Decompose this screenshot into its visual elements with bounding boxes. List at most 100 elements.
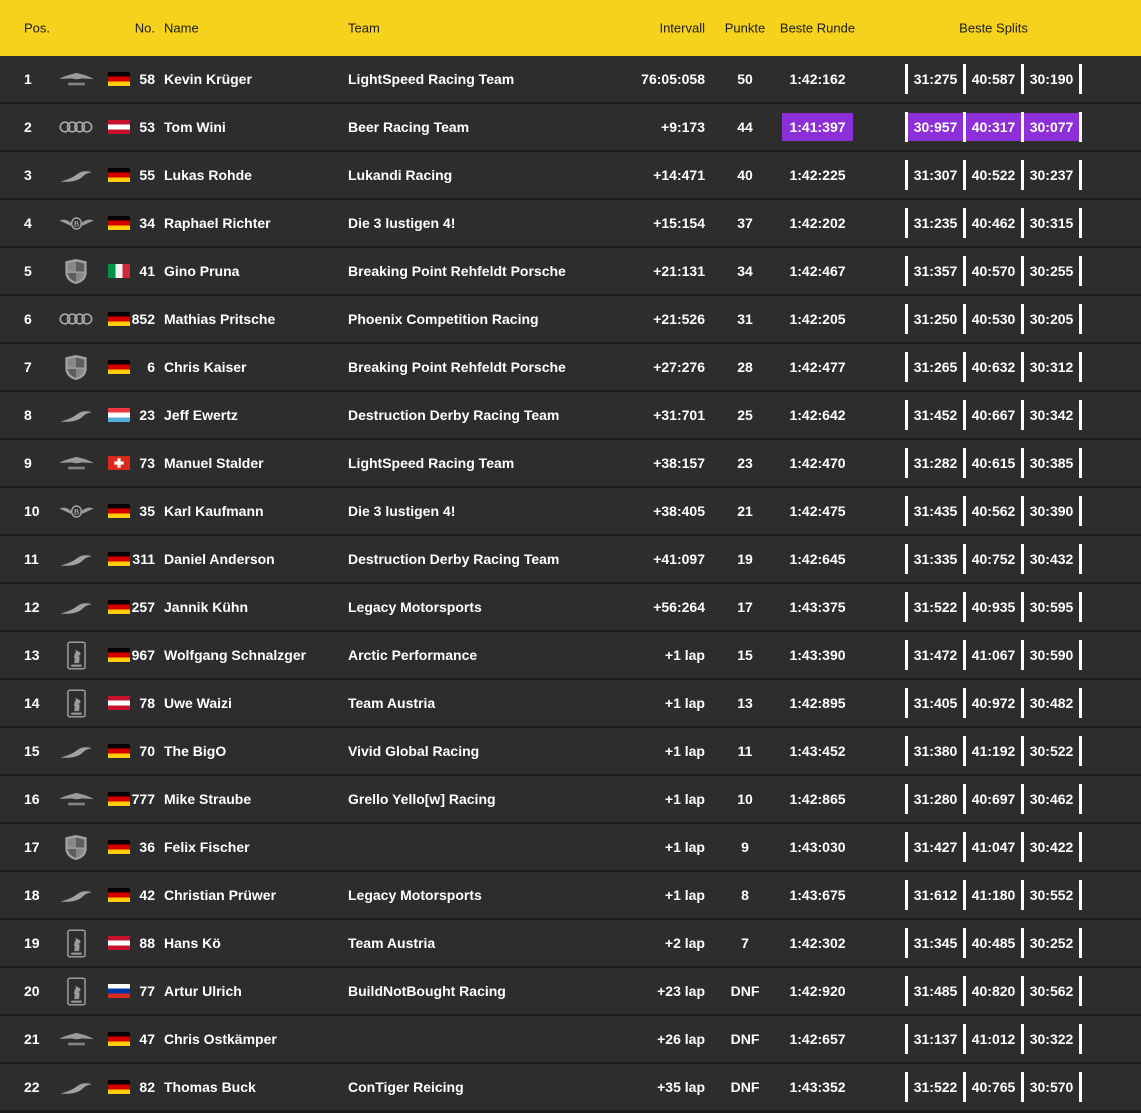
split-separator-bar — [1021, 112, 1024, 142]
car-number: 42 — [139, 887, 155, 903]
table-row[interactable]: 22 82 Thomas Buck ConTiger Reicing +35 l… — [0, 1064, 1141, 1110]
split-time: 31:452 — [913, 407, 958, 423]
header-pos: Pos. — [24, 20, 51, 36]
split-separator-bar — [905, 880, 908, 910]
split-time: 30:570 — [1029, 1079, 1074, 1095]
best-splits-cell: 31:335 40:752 30:432 — [905, 536, 1082, 582]
aston-martin-logo-icon — [52, 440, 100, 486]
split-separator-bar — [1079, 640, 1082, 670]
driver-name: Raphael Richter — [164, 215, 271, 231]
car-number: 34 — [139, 215, 155, 231]
table-row[interactable]: 12 257 Jannik Kühn Legacy Motorsports +5… — [0, 584, 1141, 630]
best-lap-cell: 1:43:375 — [777, 599, 858, 615]
german-flag-icon — [108, 744, 130, 758]
split-time: 30:252 — [1029, 935, 1074, 951]
bentley-logo-icon: B — [52, 488, 100, 534]
split-time: 30:342 — [1029, 407, 1074, 423]
table-row[interactable]: 15 70 The BigO Vivid Global Racing +1 la… — [0, 728, 1141, 774]
table-row[interactable]: 8 23 Jeff Ewertz Destruction Derby Racin… — [0, 392, 1141, 438]
best-lap-time: 1:41:397 — [782, 113, 853, 141]
table-row[interactable]: 4 B 34 Raphael Richter Die 3 lustigen 4!… — [0, 200, 1141, 246]
split-separator-bar — [963, 1024, 966, 1054]
team-name: Die 3 lustigen 4! — [348, 503, 456, 519]
table-row[interactable]: 13 967 Wolfgang Schnalzger Arctic Perfor… — [0, 632, 1141, 678]
table-row[interactable]: 19 88 Hans Kö Team Austria +2 lap 7 1:42… — [0, 920, 1141, 966]
german-flag-icon — [108, 504, 130, 518]
aston-martin-logo-icon — [52, 56, 100, 102]
table-row[interactable]: 18 42 Christian Prüwer Legacy Motorsport… — [0, 872, 1141, 918]
interval-time: +1 lap — [664, 887, 705, 903]
table-row[interactable]: 16 777 Mike Straube Grello Yello[w] Raci… — [0, 776, 1141, 822]
interval-time: +23 lap — [657, 983, 705, 999]
driver-name: Lukas Rohde — [164, 167, 252, 183]
driver-name: Mike Straube — [164, 791, 252, 807]
driver-name: Christian Prüwer — [164, 887, 277, 903]
table-row[interactable]: 6 852 Mathias Pritsche Phoenix Competiti… — [0, 296, 1141, 342]
split-time: 31:485 — [913, 983, 958, 999]
interval-time: +41:097 — [653, 551, 705, 567]
best-lap-time: 1:42:657 — [789, 1031, 846, 1047]
ferrari-logo-icon — [52, 920, 100, 966]
table-row[interactable]: 17 36 Felix Fischer +1 lap 9 1:43:030 31… — [0, 824, 1141, 870]
best-lap-time: 1:42:225 — [789, 167, 846, 183]
split-time: 41:067 — [971, 647, 1016, 663]
team-name: Die 3 lustigen 4! — [348, 215, 456, 231]
car-number: 257 — [131, 599, 155, 615]
car-number: 6 — [147, 359, 155, 375]
split-time: 40:522 — [971, 167, 1016, 183]
interval-time: 76:05:058 — [641, 71, 705, 87]
car-number: 23 — [139, 407, 155, 423]
table-row[interactable]: 1 58 Kevin Krüger LightSpeed Racing Team… — [0, 56, 1141, 102]
table-row[interactable]: 3 55 Lukas Rohde Lukandi Racing +14:471 … — [0, 152, 1141, 198]
german-flag-icon — [108, 552, 130, 566]
header-interval: Intervall — [659, 20, 705, 36]
header-team: Team — [348, 20, 380, 36]
position-number: 11 — [24, 551, 39, 567]
split-separator-bar — [963, 976, 966, 1006]
table-row[interactable]: 5 41 Gino Pruna Breaking Point Rehfeldt … — [0, 248, 1141, 294]
split-time: 40:765 — [971, 1079, 1016, 1095]
best-lap-time: 1:42:467 — [789, 263, 846, 279]
split-time: 40:570 — [971, 263, 1016, 279]
points-value: 10 — [737, 791, 753, 807]
split-time: 30:422 — [1029, 839, 1074, 855]
split-separator-bar — [1021, 304, 1024, 334]
table-row[interactable]: 21 47 Chris Ostkämper +26 lap DNF 1:42:6… — [0, 1016, 1141, 1062]
split-time: 31:137 — [913, 1031, 958, 1047]
table-row[interactable]: 7 6 Chris Kaiser Breaking Point Rehfeldt… — [0, 344, 1141, 390]
split-time: 30:315 — [1029, 215, 1074, 231]
split-time: 31:357 — [913, 263, 958, 279]
best-lap-cell: 1:42:475 — [777, 503, 858, 519]
split-separator-bar — [1021, 1072, 1024, 1102]
table-row[interactable]: 10 B 35 Karl Kaufmann Die 3 lustigen 4! … — [0, 488, 1141, 534]
table-row[interactable]: 20 77 Artur Ulrich BuildNotBought Racing… — [0, 968, 1141, 1014]
split-separator-bar — [963, 736, 966, 766]
best-lap-time: 1:42:895 — [789, 695, 846, 711]
driver-name: Felix Fischer — [164, 839, 250, 855]
split-separator-bar — [963, 832, 966, 862]
car-number: 35 — [139, 503, 155, 519]
driver-name: Artur Ulrich — [164, 983, 242, 999]
split-separator-bar — [905, 976, 908, 1006]
table-row[interactable]: 9 73 Manuel Stalder LightSpeed Racing Te… — [0, 440, 1141, 486]
split-time: 30:552 — [1029, 887, 1074, 903]
split-separator-bar — [1021, 400, 1024, 430]
split-separator-bar — [963, 208, 966, 238]
table-row[interactable]: 2 53 Tom Wini Beer Racing Team +9:173 44… — [0, 104, 1141, 150]
split-time: 30:562 — [1029, 983, 1074, 999]
table-row[interactable]: 11 311 Daniel Anderson Destruction Derby… — [0, 536, 1141, 582]
best-lap-cell: 1:43:675 — [777, 887, 858, 903]
svg-text:B: B — [73, 507, 79, 516]
position-number: 9 — [24, 455, 32, 471]
split-separator-bar — [1021, 736, 1024, 766]
position-number: 19 — [24, 935, 40, 951]
best-lap-cell: 1:42:657 — [777, 1031, 858, 1047]
table-row[interactable]: 14 78 Uwe Waizi Team Austria +1 lap 13 1… — [0, 680, 1141, 726]
split-time: 31:380 — [913, 743, 958, 759]
austrian-flag-icon — [108, 696, 130, 710]
team-name: Grello Yello[w] Racing — [348, 791, 496, 807]
best-splits-cell: 31:435 40:562 30:390 — [905, 488, 1082, 534]
split-separator-bar — [905, 832, 908, 862]
split-separator-bar — [1079, 160, 1082, 190]
best-splits-cell: 31:265 40:632 30:312 — [905, 344, 1082, 390]
